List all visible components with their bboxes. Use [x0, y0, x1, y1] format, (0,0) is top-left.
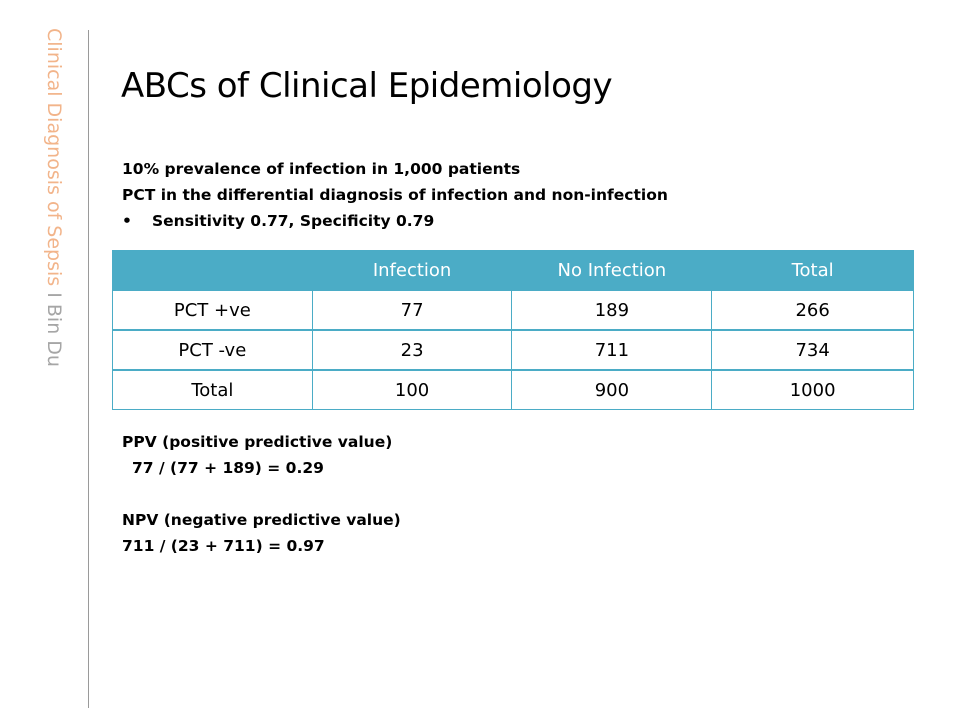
table-cell: 23 — [311, 330, 513, 371]
npv-block: NPV (negative predictive value) 711 / (2… — [122, 507, 401, 559]
intro-line-pct: PCT in the differential diagnosis of inf… — [122, 186, 668, 204]
table-row: PCT -ve 23 711 734 — [112, 330, 914, 371]
table-cell: Total — [112, 370, 313, 410]
sidebar-author: I Bin Du — [43, 286, 65, 367]
bullet-marker: • — [122, 212, 132, 230]
ppv-label: PPV (positive predictive value) — [122, 433, 393, 451]
table-header-cell: Infection — [311, 250, 513, 291]
table-cell: 266 — [711, 290, 914, 331]
npv-formula: 711 / (23 + 711) = 0.97 — [122, 537, 325, 555]
intro-block: 10% prevalence of infection in 1,000 pat… — [122, 156, 668, 234]
sidebar-course: Clinical Diagnosis of Sepsis — [43, 28, 65, 287]
contingency-table: Infection No Infection Total PCT +ve 77 … — [112, 250, 914, 410]
table-cell: 734 — [711, 330, 914, 371]
table-cell: 189 — [511, 290, 713, 331]
table-cell: PCT -ve — [112, 330, 313, 371]
table-cell: 900 — [511, 370, 713, 410]
intro-line-prevalence: 10% prevalence of infection in 1,000 pat… — [122, 160, 521, 178]
table-cell: 711 — [511, 330, 713, 371]
table-cell: 100 — [311, 370, 513, 410]
table-row: Total 100 900 1000 — [112, 370, 914, 410]
intro-bullet-item: • Sensitivity 0.77, Specificity 0.79 — [122, 208, 668, 234]
sidebar-title: Clinical Diagnosis of Sepsis I Bin Du — [34, 28, 74, 418]
intro-bullet-text: Sensitivity 0.77, Specificity 0.79 — [152, 212, 435, 230]
table-header-cell: No Infection — [511, 250, 713, 291]
ppv-block: PPV (positive predictive value) 77 / (77… — [122, 429, 392, 481]
table-cell: 1000 — [711, 370, 914, 410]
table-header-cell: Total — [711, 250, 914, 291]
vertical-divider — [88, 30, 89, 708]
table-row: PCT +ve 77 189 266 — [112, 290, 914, 331]
ppv-formula: 77 / (77 + 189) = 0.29 — [132, 459, 324, 477]
table-header-row: Infection No Infection Total — [112, 250, 914, 291]
table-cell: PCT +ve — [112, 290, 313, 331]
slide-title: ABCs of Clinical Epidemiology — [121, 66, 613, 106]
npv-label: NPV (negative predictive value) — [122, 511, 401, 529]
table-header-cell — [112, 250, 313, 291]
table-cell: 77 — [311, 290, 513, 331]
